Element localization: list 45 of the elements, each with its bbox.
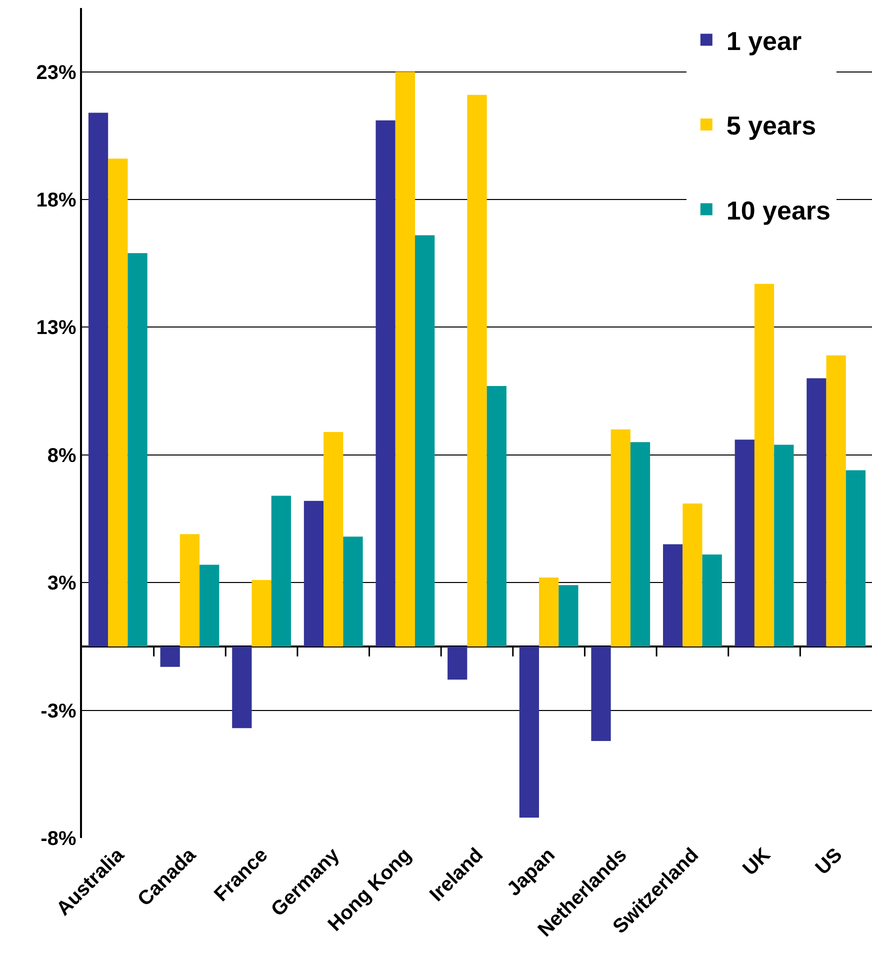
y-tick-label: 13% — [36, 317, 76, 340]
bar — [252, 580, 272, 646]
bar — [180, 534, 200, 646]
bar — [826, 355, 846, 646]
bar — [519, 646, 539, 818]
bar — [304, 500, 324, 646]
bar — [467, 94, 487, 646]
bar — [682, 503, 702, 646]
bar — [774, 444, 794, 646]
bar — [343, 536, 363, 646]
bar — [128, 253, 148, 646]
bar — [395, 72, 415, 646]
bar — [539, 578, 559, 646]
bar — [558, 585, 578, 646]
x-tick-label: US — [811, 844, 847, 880]
bar — [734, 440, 754, 646]
bar — [702, 554, 722, 646]
bar — [200, 564, 220, 646]
bar — [754, 284, 774, 646]
bar — [376, 120, 396, 646]
bar — [630, 442, 650, 646]
legend-label: 10 years — [726, 195, 831, 226]
x-tick-label: UK — [738, 844, 776, 880]
bar — [415, 235, 435, 646]
bar — [448, 646, 468, 680]
y-tick-label: 3% — [47, 572, 76, 595]
y-tick-label: 8% — [47, 444, 76, 467]
bar — [846, 470, 866, 646]
legend-label: 1 year — [726, 26, 802, 56]
bar — [271, 496, 291, 646]
bar — [663, 544, 683, 646]
bar — [232, 646, 252, 728]
bar — [324, 432, 344, 646]
bar — [108, 158, 128, 646]
bar — [160, 646, 180, 667]
bar — [610, 429, 630, 646]
bar — [88, 112, 108, 646]
y-tick-label: -3% — [40, 700, 76, 722]
y-tick-label: 18% — [36, 190, 76, 212]
y-tick-label: -8% — [40, 828, 76, 850]
bar — [486, 386, 506, 646]
y-tick-label: 23% — [36, 62, 76, 84]
bar — [591, 646, 611, 741]
bar — [806, 378, 826, 646]
legend-label: 5 years — [726, 110, 816, 141]
